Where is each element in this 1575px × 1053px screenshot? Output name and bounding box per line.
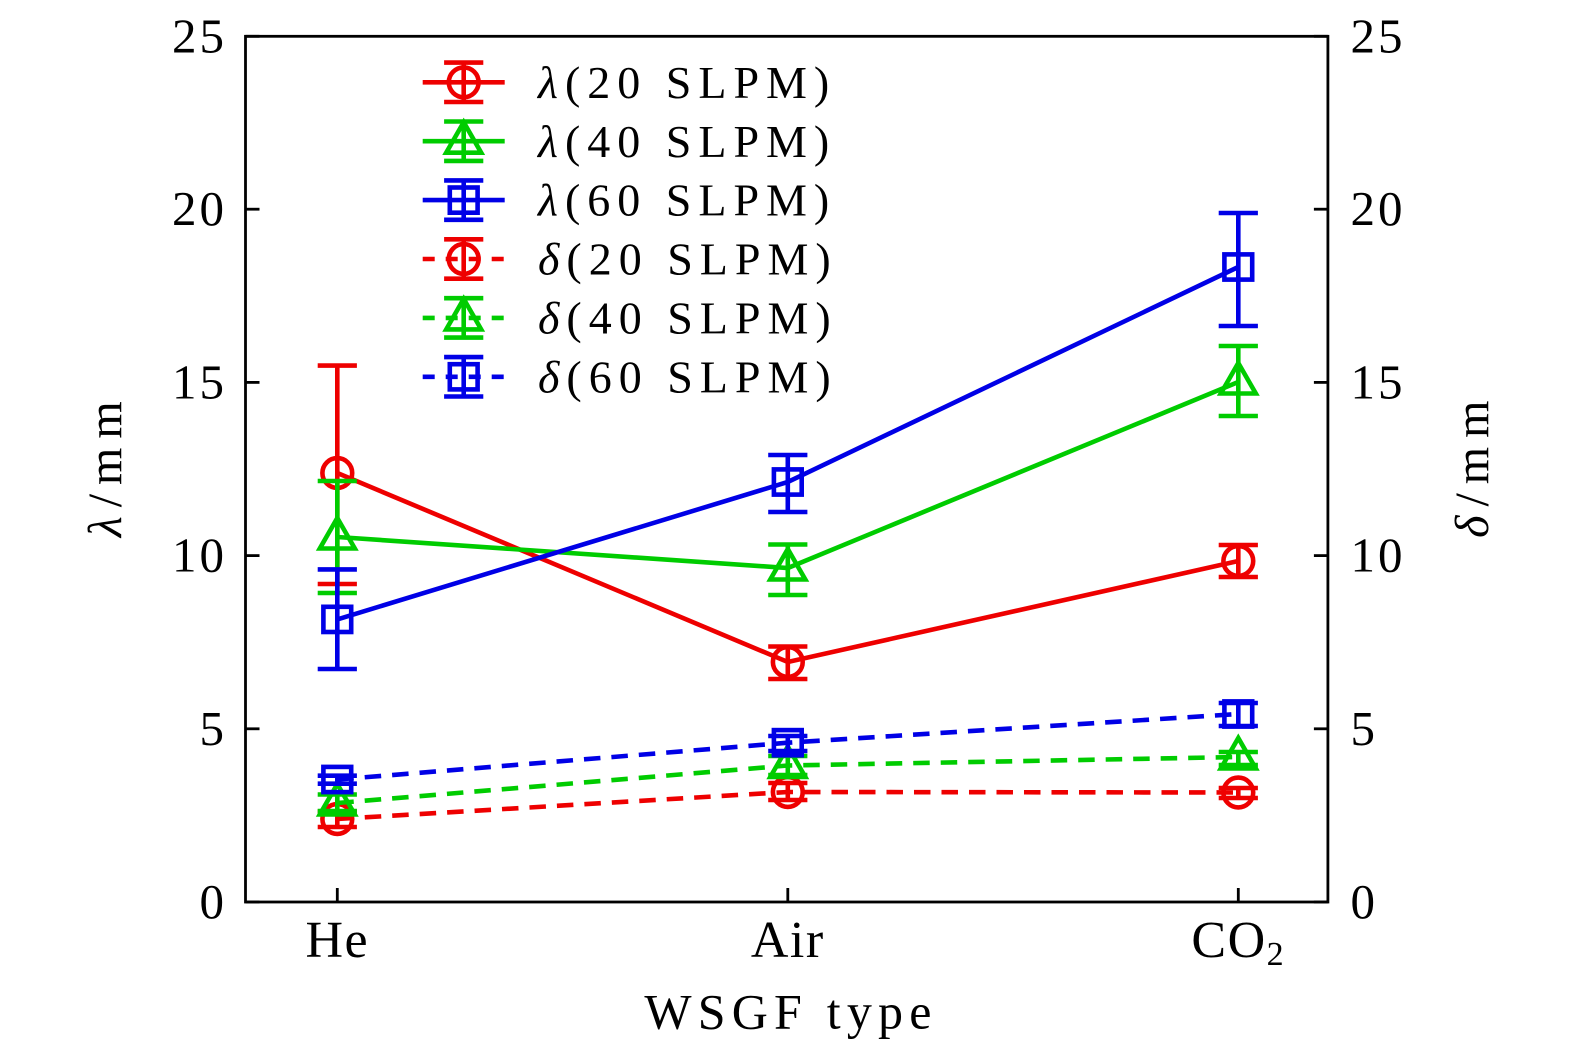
svg-text:δ(40 SLPM): δ(40 SLPM)	[538, 293, 838, 344]
svg-text:δ(20 SLPM): δ(20 SLPM)	[538, 234, 838, 285]
svg-text:15: 15	[172, 354, 227, 409]
svg-text:δ/mm: δ/mm	[1446, 392, 1499, 538]
svg-text:10: 10	[172, 528, 227, 583]
svg-text:He: He	[305, 912, 369, 969]
svg-text:25: 25	[1351, 8, 1406, 63]
svg-text:λ(60 SLPM): λ(60 SLPM)	[536, 175, 836, 226]
svg-text:5: 5	[200, 701, 228, 756]
svg-text:20: 20	[172, 181, 227, 236]
svg-text:λ/mm: λ/mm	[79, 392, 132, 539]
svg-text:15: 15	[1351, 354, 1406, 409]
svg-text:Air: Air	[751, 912, 825, 969]
svg-text:20: 20	[1351, 181, 1406, 236]
svg-text:0: 0	[1351, 874, 1379, 929]
svg-text:0: 0	[200, 874, 228, 929]
svg-text:λ(20 SLPM): λ(20 SLPM)	[536, 57, 836, 108]
svg-text:5: 5	[1351, 701, 1379, 756]
svg-text:δ(60 SLPM): δ(60 SLPM)	[538, 351, 838, 402]
svg-text:25: 25	[172, 8, 227, 63]
svg-text:CO2: CO2	[1191, 912, 1285, 973]
svg-text:λ(40 SLPM): λ(40 SLPM)	[536, 116, 836, 167]
svg-text:10: 10	[1351, 528, 1406, 583]
svg-text:WSGF type: WSGF type	[644, 984, 937, 1040]
